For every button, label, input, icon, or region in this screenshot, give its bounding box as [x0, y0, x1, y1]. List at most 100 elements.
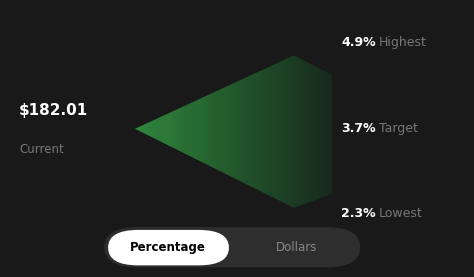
Polygon shape — [170, 112, 171, 147]
Polygon shape — [228, 85, 229, 176]
Polygon shape — [278, 62, 279, 200]
Polygon shape — [249, 76, 250, 186]
Polygon shape — [185, 105, 186, 154]
Polygon shape — [167, 114, 168, 145]
Polygon shape — [206, 96, 207, 165]
Polygon shape — [136, 128, 137, 130]
Polygon shape — [300, 58, 301, 206]
Polygon shape — [304, 61, 305, 204]
Polygon shape — [210, 94, 211, 166]
Polygon shape — [159, 117, 160, 141]
Polygon shape — [298, 58, 299, 206]
Text: Target: Target — [379, 122, 418, 135]
Polygon shape — [296, 57, 297, 207]
Polygon shape — [291, 57, 292, 207]
Polygon shape — [289, 57, 290, 206]
FancyBboxPatch shape — [108, 230, 229, 265]
Polygon shape — [236, 82, 237, 179]
Polygon shape — [166, 114, 167, 145]
Polygon shape — [150, 122, 151, 137]
Polygon shape — [220, 89, 221, 171]
Polygon shape — [188, 104, 189, 155]
Polygon shape — [242, 79, 243, 182]
Polygon shape — [147, 123, 148, 135]
Polygon shape — [179, 108, 180, 151]
Polygon shape — [273, 65, 274, 198]
Polygon shape — [218, 90, 219, 170]
Polygon shape — [244, 78, 245, 183]
Polygon shape — [271, 66, 272, 197]
Polygon shape — [319, 68, 320, 198]
Polygon shape — [177, 109, 178, 150]
Polygon shape — [248, 76, 249, 185]
Polygon shape — [240, 80, 241, 181]
Polygon shape — [310, 64, 311, 202]
Polygon shape — [268, 67, 269, 195]
Polygon shape — [194, 101, 195, 158]
Polygon shape — [283, 60, 284, 203]
Polygon shape — [180, 108, 181, 152]
Polygon shape — [226, 86, 227, 174]
Polygon shape — [195, 101, 196, 159]
Polygon shape — [329, 73, 330, 195]
Polygon shape — [207, 95, 208, 165]
Text: 2.3%: 2.3% — [341, 207, 376, 220]
Polygon shape — [245, 78, 246, 184]
Polygon shape — [217, 91, 218, 170]
Polygon shape — [201, 98, 202, 162]
Polygon shape — [189, 104, 190, 156]
Text: $182.01: $182.01 — [19, 103, 88, 118]
Polygon shape — [193, 102, 194, 158]
Polygon shape — [235, 83, 236, 179]
Polygon shape — [275, 64, 276, 199]
Polygon shape — [328, 73, 329, 195]
Polygon shape — [221, 89, 222, 172]
Polygon shape — [285, 59, 286, 204]
Polygon shape — [277, 63, 278, 200]
Polygon shape — [258, 71, 259, 190]
Polygon shape — [239, 80, 240, 181]
Polygon shape — [253, 74, 254, 188]
Polygon shape — [199, 99, 200, 161]
Polygon shape — [255, 73, 256, 189]
Polygon shape — [227, 86, 228, 175]
Polygon shape — [204, 96, 205, 163]
Polygon shape — [192, 102, 193, 158]
Polygon shape — [267, 67, 268, 195]
Polygon shape — [223, 88, 224, 173]
Text: Lowest: Lowest — [379, 207, 423, 220]
Polygon shape — [281, 61, 282, 202]
Polygon shape — [156, 119, 157, 140]
Polygon shape — [321, 70, 322, 198]
Polygon shape — [309, 63, 310, 202]
Polygon shape — [213, 93, 214, 168]
Polygon shape — [311, 65, 312, 201]
Text: Dollars: Dollars — [275, 241, 317, 254]
Polygon shape — [295, 56, 296, 207]
Polygon shape — [208, 95, 209, 165]
Text: Percentage: Percentage — [130, 241, 206, 254]
Polygon shape — [306, 62, 307, 203]
Polygon shape — [153, 120, 154, 138]
Polygon shape — [237, 81, 238, 180]
Polygon shape — [219, 89, 220, 171]
Polygon shape — [233, 83, 234, 178]
Polygon shape — [232, 84, 233, 178]
Polygon shape — [282, 61, 283, 202]
Polygon shape — [294, 56, 295, 207]
Polygon shape — [252, 75, 253, 187]
Polygon shape — [280, 61, 281, 201]
Polygon shape — [288, 58, 289, 205]
Polygon shape — [322, 70, 323, 197]
Polygon shape — [191, 102, 192, 157]
Polygon shape — [202, 98, 203, 163]
Polygon shape — [292, 56, 293, 207]
Polygon shape — [214, 92, 215, 168]
Polygon shape — [160, 117, 161, 142]
Polygon shape — [161, 117, 162, 142]
Polygon shape — [158, 118, 159, 140]
Polygon shape — [314, 66, 315, 200]
Polygon shape — [303, 60, 304, 204]
Polygon shape — [262, 70, 263, 192]
Polygon shape — [323, 71, 324, 197]
